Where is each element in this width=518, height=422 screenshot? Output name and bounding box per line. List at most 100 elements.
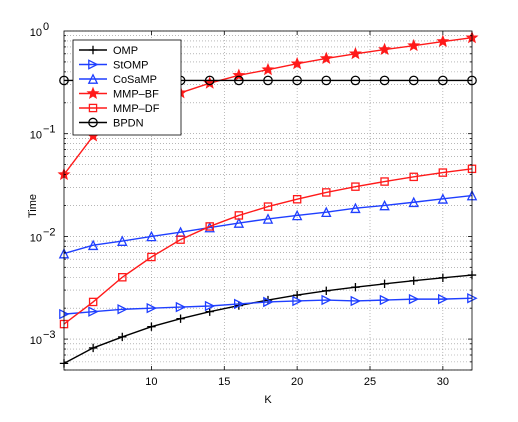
data-point xyxy=(409,172,418,182)
data-point xyxy=(408,196,419,208)
legend-marker xyxy=(88,45,98,55)
x-axis-label: K xyxy=(264,394,272,406)
data-point xyxy=(176,235,185,244)
data-point xyxy=(118,273,127,282)
data-point xyxy=(348,46,362,60)
data-point xyxy=(351,283,360,292)
data-point xyxy=(147,322,156,331)
data-point xyxy=(438,273,448,283)
data-point xyxy=(438,75,448,86)
data-point xyxy=(379,75,390,86)
data-point xyxy=(262,213,274,224)
x-tick-label: 30 xyxy=(437,376,449,388)
legend-entry: OMP xyxy=(79,45,138,57)
x-tick-label: 10 xyxy=(145,376,157,388)
legend-marker xyxy=(88,103,98,113)
legend-marker xyxy=(88,117,98,128)
data-point xyxy=(233,217,245,228)
data-point xyxy=(322,188,331,197)
legend-entry: MMP–BF xyxy=(79,86,159,101)
legend: OMP StOMP CoSaMP MMP–BF MMP–DF BPDN xyxy=(72,39,182,136)
data-point xyxy=(117,304,128,315)
x-tick-label: 20 xyxy=(291,376,303,388)
data-point xyxy=(350,75,361,86)
data-point xyxy=(379,294,391,306)
data-point xyxy=(408,75,419,86)
y-tick-label: 10 xyxy=(30,27,42,39)
data-point xyxy=(146,302,158,314)
series-line xyxy=(63,168,473,325)
data-point xyxy=(292,295,303,307)
data-point xyxy=(378,42,392,56)
data-point xyxy=(117,235,128,246)
data-point xyxy=(175,301,187,313)
data-point xyxy=(409,276,418,285)
data-point xyxy=(350,295,362,307)
data-point xyxy=(438,168,448,177)
legend-marker xyxy=(87,73,99,84)
legend-label: BPDN xyxy=(113,118,144,130)
data-point xyxy=(88,343,98,353)
legend-entry: BPDN xyxy=(79,118,144,130)
axes-frame xyxy=(63,30,473,371)
legend-entry: MMP–DF xyxy=(79,103,160,115)
data-point xyxy=(351,182,360,191)
data-point xyxy=(234,298,245,310)
data-point xyxy=(321,294,332,306)
data-point xyxy=(380,279,389,289)
data-point xyxy=(292,290,302,300)
legend-entry: CoSaMP xyxy=(79,73,157,86)
data-point xyxy=(204,75,215,86)
data-point xyxy=(436,34,450,48)
data-point xyxy=(322,286,331,296)
data-point xyxy=(205,222,214,231)
data-point xyxy=(232,68,246,81)
y-tick-label-exponent: −3 xyxy=(43,329,56,341)
data-point xyxy=(204,300,216,312)
data-point xyxy=(350,202,361,214)
series-line xyxy=(63,194,473,255)
legend-label: StOMP xyxy=(113,60,148,72)
y-tick-label-exponent: −2 xyxy=(43,226,56,238)
x-tick-label: 15 xyxy=(218,376,230,388)
data-point xyxy=(205,307,214,316)
legend-entry: StOMP xyxy=(79,59,148,72)
legend-marker xyxy=(88,59,99,70)
legend-marker xyxy=(86,86,100,100)
data-point xyxy=(176,314,185,323)
data-point xyxy=(291,209,303,221)
data-point xyxy=(380,177,389,186)
data-point xyxy=(147,252,156,262)
data-point xyxy=(234,75,244,86)
data-point xyxy=(234,211,244,220)
data-point xyxy=(321,75,332,86)
y-tick-label-exponent: −1 xyxy=(43,124,56,136)
data-point xyxy=(87,239,99,251)
data-point xyxy=(88,306,99,317)
y-tick-label: 10 xyxy=(30,130,42,142)
data-point xyxy=(263,296,274,308)
data-point xyxy=(261,62,275,76)
data-point xyxy=(292,75,302,86)
legend-label: MMP–DF xyxy=(113,103,160,115)
data-point xyxy=(146,230,157,242)
data-point xyxy=(438,293,449,305)
x-tick-label: 25 xyxy=(364,376,376,388)
data-point xyxy=(292,194,302,204)
series-line xyxy=(63,297,473,315)
data-point xyxy=(118,332,127,342)
y-tick-label: 10 xyxy=(30,335,42,347)
legend-label: MMP–BF xyxy=(113,89,159,101)
data-point xyxy=(319,51,333,65)
data-point xyxy=(290,56,304,70)
y-tick-label: 10 xyxy=(30,232,42,244)
legend-label: OMP xyxy=(113,45,138,57)
y-axis-label: Time xyxy=(27,194,39,218)
data-point xyxy=(408,293,420,305)
series-stomp xyxy=(59,292,478,320)
data-point xyxy=(407,38,421,52)
axes xyxy=(63,30,473,371)
data-point xyxy=(437,193,449,204)
